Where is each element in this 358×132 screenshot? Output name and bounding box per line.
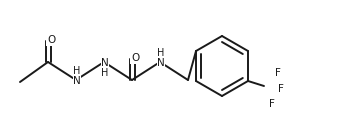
Text: H: H [73,66,81,76]
Text: N: N [73,76,81,86]
Text: F: F [269,99,275,109]
Text: H: H [101,68,109,78]
Text: H: H [157,48,165,58]
Text: O: O [131,53,139,63]
Text: F: F [278,84,284,94]
Text: O: O [47,35,55,45]
Text: F: F [275,68,281,78]
Text: N: N [157,58,165,68]
Text: N: N [101,58,109,68]
